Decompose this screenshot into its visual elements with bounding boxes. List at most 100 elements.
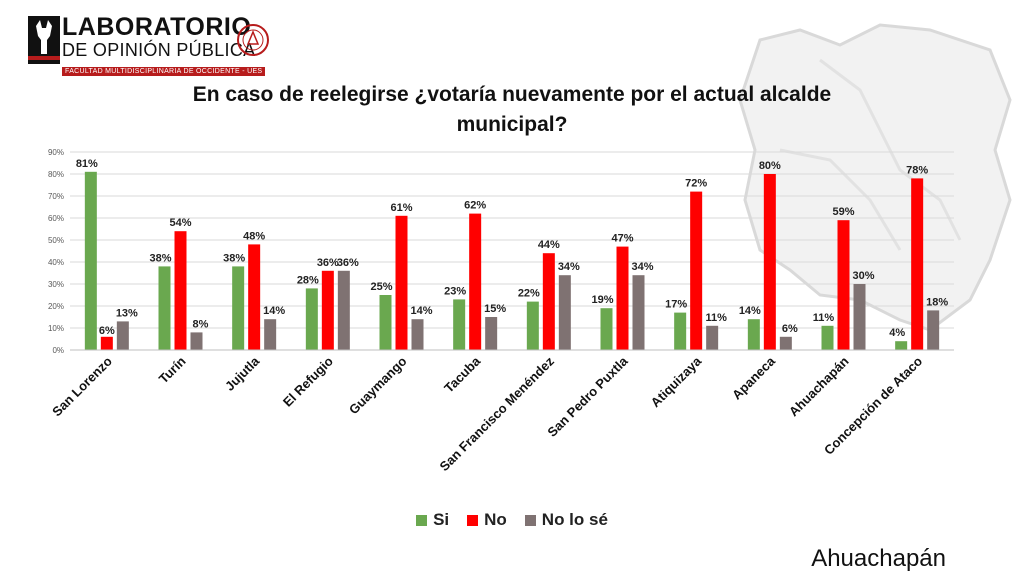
bar-no <box>837 220 850 350</box>
x-tick-label: San Pedro Puxtla <box>544 353 631 440</box>
bar-si <box>526 301 539 350</box>
data-label-si: 38% <box>149 252 171 264</box>
y-tick-label: 90% <box>48 148 64 157</box>
bar-si <box>305 288 318 350</box>
place-label: Ahuachapán <box>811 545 946 572</box>
logo-subtitle: DE OPINIÓN PÚBLICA <box>62 40 256 60</box>
bar-si <box>895 341 908 350</box>
bar-si <box>232 266 245 350</box>
y-tick-label: 80% <box>48 170 64 179</box>
data-label-nose: 15% <box>484 303 506 315</box>
x-tick-label: Ahuachapán <box>786 353 852 419</box>
x-tick-label: Apaneca <box>729 353 778 402</box>
legend-label-nose: No lo sé <box>541 510 608 529</box>
bar-no <box>395 215 408 350</box>
data-label-si: 22% <box>518 288 540 300</box>
data-label-nose: 13% <box>116 307 138 319</box>
logo-faculty: FACULTAD MULTIDISCIPLINARIA DE OCCIDENTE… <box>62 67 266 76</box>
x-tick-label: Atiquizaya <box>648 353 705 410</box>
bar-no <box>763 174 776 350</box>
bar-si <box>379 295 392 350</box>
logo: LABORATORIO DE OPINIÓN PÚBLICA FACULTAD … <box>28 13 278 76</box>
y-tick-label: 0% <box>52 346 64 355</box>
x-tick-label: Turín <box>156 353 189 386</box>
data-label-nose: 18% <box>926 296 948 308</box>
bar-nose <box>927 310 940 350</box>
data-label-nose: 11% <box>705 312 727 324</box>
bar-nose <box>706 325 719 350</box>
y-tick-label: 40% <box>48 258 64 267</box>
data-label-no: 47% <box>611 233 633 245</box>
x-tick-label: Guaymango <box>346 353 410 417</box>
data-label-si: 4% <box>889 327 905 339</box>
legend-label-si: Si <box>433 510 450 529</box>
data-label-no: 80% <box>759 160 781 172</box>
legend-item-nose: No lo sé <box>524 510 608 530</box>
data-labels: 81% 6%13% 38% 54% 8% 38% 48% 14% 28% 36%36% 25% 61%… <box>76 158 949 339</box>
bar-nose <box>632 275 645 350</box>
data-label-nose: 8% <box>193 318 209 330</box>
bar-nose <box>779 336 792 350</box>
university-seal-icon <box>237 24 269 56</box>
bar-si <box>747 319 760 350</box>
data-label-nose: 30% <box>852 270 874 282</box>
bar-si <box>84 171 97 350</box>
logo-title: LABORATORIO <box>62 13 252 41</box>
legend-item-no: No <box>467 510 507 530</box>
y-tick-label: 70% <box>48 192 64 201</box>
bar-no <box>321 270 334 350</box>
bar-no <box>616 246 629 350</box>
data-label-no: 36% <box>317 257 339 269</box>
legend: Si No No lo sé <box>0 510 1024 530</box>
bar-no <box>248 244 261 350</box>
bar-no <box>100 336 113 350</box>
data-label-no: 61% <box>390 202 412 214</box>
bar-no <box>542 253 555 350</box>
bar-nose <box>337 270 350 350</box>
data-label-no: 44% <box>538 239 560 251</box>
y-tick-label: 50% <box>48 236 64 245</box>
data-label-no: 78% <box>906 164 928 176</box>
bar-nose <box>190 332 203 350</box>
data-label-si: 28% <box>297 274 319 286</box>
data-label-nose: 14% <box>263 305 285 317</box>
data-label-si: 25% <box>370 281 392 293</box>
bar-nose <box>485 317 498 350</box>
data-label-no: 72% <box>685 178 707 190</box>
bar-nose <box>853 284 866 350</box>
data-label-no: 48% <box>243 230 265 242</box>
data-label-si: 17% <box>665 299 687 311</box>
chart-title: En caso de reelegirse ¿votaría nuevament… <box>192 83 832 136</box>
x-tick-label: El Refugio <box>280 353 336 409</box>
data-label-no: 6% <box>99 325 115 337</box>
data-label-no: 54% <box>169 217 191 229</box>
bar-nose <box>264 319 277 350</box>
data-label-si: 14% <box>739 305 761 317</box>
bar-no <box>469 213 482 350</box>
data-label-no: 62% <box>464 200 486 212</box>
data-label-si: 19% <box>591 294 613 306</box>
bar-nose <box>558 275 571 350</box>
bar-si <box>158 266 171 350</box>
data-label-nose: 14% <box>410 305 432 317</box>
data-label-nose: 36% <box>337 257 359 269</box>
data-label-no: 59% <box>832 206 854 218</box>
deer-head-icon <box>28 16 60 64</box>
y-tick-label: 60% <box>48 214 64 223</box>
data-label-nose: 34% <box>558 261 580 273</box>
data-label-si: 81% <box>76 158 98 170</box>
x-tick-label: Jujutla <box>222 353 263 394</box>
y-tick-label: 30% <box>48 280 64 289</box>
data-label-si: 38% <box>223 252 245 264</box>
bar-no <box>174 231 187 350</box>
x-tick-label: Tacuba <box>441 353 484 396</box>
bar-nose <box>116 321 129 350</box>
data-label-si: 23% <box>444 285 466 297</box>
y-tick-label: 20% <box>48 302 64 311</box>
bar-si <box>453 299 466 350</box>
legend-swatch-no <box>467 514 479 526</box>
bar-nose <box>411 319 424 350</box>
legend-swatch-si <box>416 514 428 526</box>
